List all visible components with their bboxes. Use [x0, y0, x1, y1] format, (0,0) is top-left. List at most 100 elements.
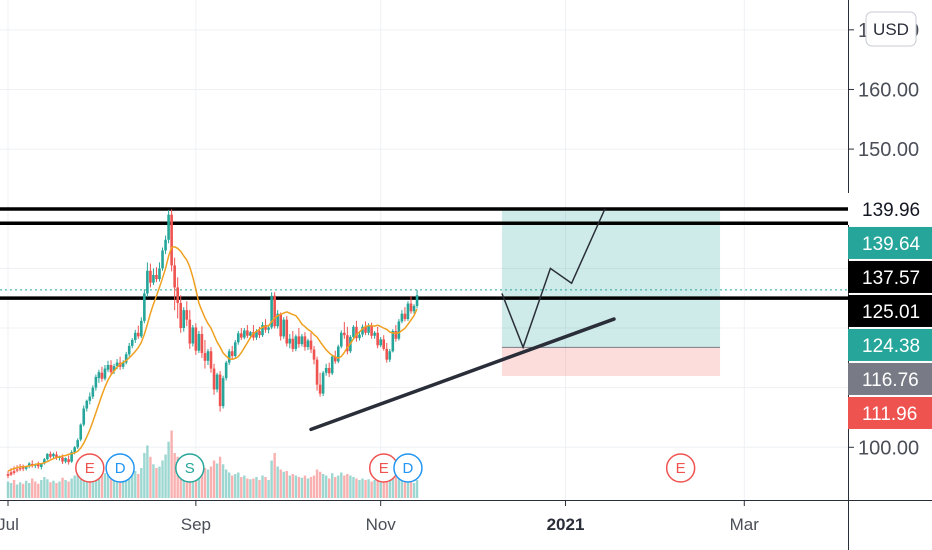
candle-body: [285, 319, 289, 344]
candle-body: [49, 453, 52, 457]
volume-bar: [385, 477, 388, 498]
candle-body: [309, 340, 313, 350]
candle-body: [9, 472, 13, 475]
x-tick-label: 2021: [547, 515, 585, 534]
candle-body: [43, 459, 46, 464]
candle-body: [167, 214, 170, 240]
candle-body: [136, 332, 140, 337]
volume-bar: [164, 454, 167, 498]
candle-body: [94, 376, 98, 388]
candle-body: [336, 346, 340, 362]
candle-body: [252, 332, 255, 338]
volume-bar: [252, 478, 255, 498]
candle-body: [376, 332, 379, 346]
volume-bar: [67, 481, 70, 498]
volume-bar: [258, 480, 261, 498]
volume-bar: [158, 466, 161, 498]
candle-body: [343, 332, 346, 336]
candle-body: [97, 372, 101, 379]
price-label-text: 125.01: [862, 302, 920, 323]
volume-bar: [118, 475, 122, 498]
volume-bar: [24, 480, 28, 498]
volume-bar: [327, 478, 331, 498]
volume-bar: [355, 478, 358, 498]
currency-badge-box[interactable]: [865, 11, 917, 47]
candle-body: [106, 364, 110, 370]
volume-bar: [282, 471, 285, 498]
volume-bar: [367, 479, 370, 498]
volume-bar: [206, 469, 210, 498]
candle-body: [88, 396, 92, 401]
volume-bar: [12, 480, 16, 498]
volume-bar: [306, 478, 310, 498]
price-label-box: [848, 362, 932, 395]
candle-body: [170, 214, 173, 266]
candle-body: [330, 356, 334, 374]
candle-body: [303, 336, 307, 348]
volume-bar: [379, 480, 382, 498]
candle-body: [82, 408, 86, 425]
volume-bar: [240, 477, 243, 498]
volume-bar: [106, 475, 110, 498]
volume-bar: [88, 471, 92, 498]
volume-bar: [343, 475, 346, 498]
volume-bar: [349, 475, 352, 498]
event-marker-label: D: [403, 460, 414, 477]
x-tick-label: Sep: [181, 515, 211, 534]
event-marker: [105, 453, 135, 483]
candle-body: [143, 293, 146, 321]
candle-body: [112, 366, 116, 371]
candle-body: [327, 367, 331, 374]
event-marker: [75, 453, 105, 483]
volume-bar: [246, 478, 249, 498]
currency-label[interactable]: USD: [873, 20, 909, 39]
currency-badge[interactable]: USD: [865, 11, 917, 47]
trendline: [309, 317, 616, 432]
candle-body: [46, 453, 49, 460]
candle-body: [67, 459, 70, 463]
candle-body: [321, 372, 325, 394]
price-label-text: 139.96: [862, 200, 920, 221]
candle-body: [37, 464, 40, 467]
candle-body: [161, 250, 164, 269]
candle-body: [200, 333, 204, 354]
candle-body: [394, 330, 398, 339]
volume-bar: [352, 477, 355, 498]
price-label-box: [848, 226, 932, 259]
candle-body: [236, 333, 240, 343]
candle-body: [324, 367, 328, 373]
candle-body: [79, 424, 83, 440]
volume-bar: [373, 480, 376, 498]
candle-body: [124, 354, 128, 363]
candle-body: [27, 463, 31, 467]
volume-bar: [297, 477, 301, 498]
volume-bar: [331, 473, 334, 498]
candle-body: [218, 374, 222, 407]
candle-body: [388, 351, 392, 360]
volume-bar: [267, 480, 270, 498]
candle-body: [164, 239, 167, 251]
volume-bar: [49, 482, 52, 498]
volume-bar: [237, 472, 240, 498]
price-label-text: 116.76: [862, 370, 919, 391]
candle-body: [230, 351, 234, 357]
candle-body: [270, 295, 273, 328]
volume-bar: [312, 475, 316, 498]
volume-bar: [85, 468, 88, 498]
volume-bar: [124, 471, 128, 498]
candle-body: [267, 327, 270, 330]
candle-body: [188, 319, 192, 344]
volume-bar: [394, 477, 398, 498]
candle-body: [249, 332, 252, 336]
candle-body: [212, 368, 216, 390]
candle-body: [52, 453, 55, 457]
volume-bar: [91, 469, 95, 498]
volume-bar: [34, 481, 37, 498]
candle-body: [12, 471, 16, 473]
volume-bar: [140, 468, 143, 498]
volume-bar: [285, 471, 288, 498]
candle-body: [400, 313, 404, 322]
loss-zone: [501, 347, 721, 376]
volume-bar: [100, 475, 104, 498]
volume-bar: [227, 472, 231, 498]
